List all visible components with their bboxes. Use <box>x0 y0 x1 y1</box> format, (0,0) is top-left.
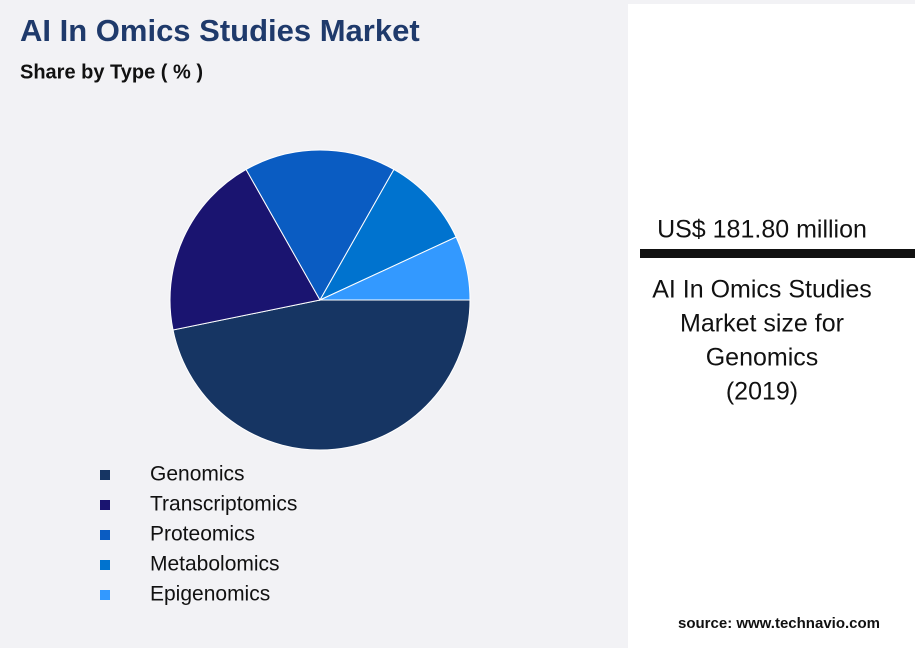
pie-slice <box>172 299 471 451</box>
legend-label: Epigenomics <box>150 583 270 606</box>
legend-marker <box>100 590 110 600</box>
description-line: Market size for <box>680 310 844 338</box>
divider <box>640 249 915 258</box>
source: source: www.technavio.com <box>678 615 880 632</box>
legend-marker <box>100 530 110 540</box>
description-line: Genomics <box>706 344 819 372</box>
legend-marker <box>100 560 110 570</box>
pie-slice <box>319 236 471 301</box>
chart-title: AI In Omics Studies Market <box>20 13 420 48</box>
chart-subtitle: Share by Type ( % ) <box>20 61 203 83</box>
legend-label: Transcriptomics <box>150 493 297 516</box>
description-line: (2019) <box>726 378 798 406</box>
pie-slice <box>169 168 321 331</box>
side-panel <box>628 4 915 648</box>
headline: US$ 181.80 million <box>657 216 867 244</box>
legend-label: Genomics <box>150 463 245 486</box>
description-line: AI In Omics Studies <box>652 276 872 304</box>
legend-label: Proteomics <box>150 523 255 546</box>
pie-slice <box>318 168 457 302</box>
pie-slice <box>245 149 395 302</box>
legend-label: Metabolomics <box>150 553 280 576</box>
legend-marker <box>100 470 110 480</box>
legend-marker <box>100 500 110 510</box>
